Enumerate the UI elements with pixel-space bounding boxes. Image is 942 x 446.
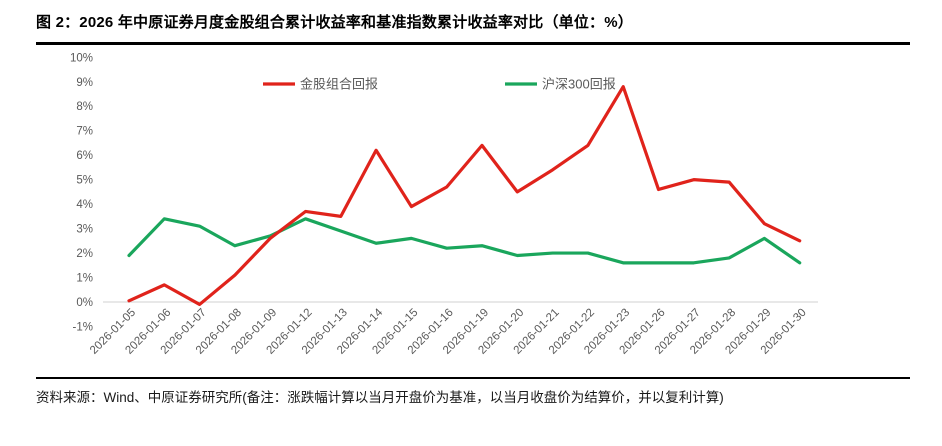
y-axis-tick-label: 0% — [76, 297, 93, 309]
y-axis-tick-label: 10% — [70, 52, 93, 64]
y-axis-tick-label: 5% — [76, 175, 93, 187]
figure-title: 图 2：2026 年中原证券月度金股组合累计收益率和基准指数累计收益率对比（单位… — [36, 14, 633, 31]
y-axis-tick-label: 4% — [76, 199, 93, 211]
legend-label: 沪深300回报 — [542, 77, 616, 92]
y-axis-tick-label: 8% — [76, 101, 93, 113]
portfolio-return-line — [127, 85, 802, 307]
footer-divider — [36, 377, 910, 379]
y-axis-tick-label: 6% — [76, 150, 93, 162]
hs300-return-line — [127, 217, 802, 265]
y-axis-tick-label: 3% — [76, 224, 93, 236]
y-axis-tick-label: 2% — [76, 248, 93, 260]
y-axis-tick-label: 1% — [76, 273, 93, 285]
title-divider — [36, 42, 910, 45]
legend-item: 沪深300回报 — [505, 77, 616, 92]
y-axis-tick-label: 9% — [76, 77, 93, 89]
legend-item: 金股组合回报 — [263, 77, 378, 92]
y-axis-tick-label: 7% — [76, 126, 93, 138]
y-axis-tick-label: -1% — [73, 321, 93, 333]
legend-label: 金股组合回报 — [300, 77, 378, 92]
source-note: 资料来源：Wind、中原证券研究所(备注：涨跌幅计算以当月开盘价为基准，以当月收… — [36, 390, 724, 405]
